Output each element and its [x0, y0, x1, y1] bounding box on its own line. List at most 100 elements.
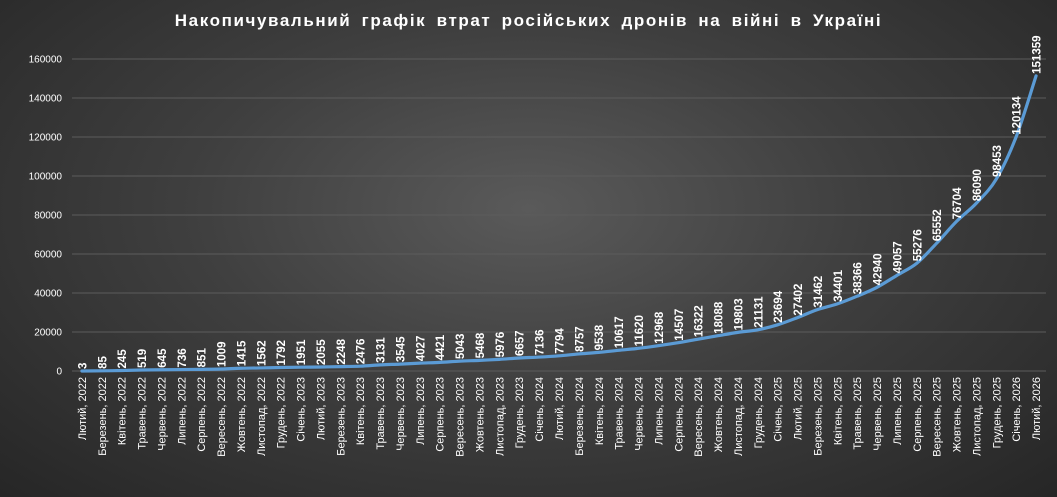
- data-label: 3: [77, 363, 89, 369]
- data-label: 1009: [217, 341, 229, 367]
- data-label: 6657: [515, 330, 527, 356]
- data-label: 14507: [674, 309, 686, 341]
- y-tick-label: 0: [56, 367, 62, 378]
- x-tick-label: Листопад, 2024: [733, 377, 745, 456]
- data-label: 42940: [873, 253, 885, 285]
- data-label: 2476: [356, 339, 368, 365]
- data-label: 18088: [714, 301, 726, 334]
- x-tick-label: Листопад, 2023: [494, 377, 506, 456]
- data-label: 736: [177, 348, 189, 367]
- data-label: 86090: [972, 169, 984, 201]
- x-tick-label: Серпень, 2023: [435, 377, 447, 452]
- x-tick-label: Грудень, 2023: [514, 377, 526, 448]
- data-label: 16322: [694, 305, 706, 337]
- data-label: 645: [157, 348, 169, 368]
- y-tick-label: 120000: [29, 133, 63, 144]
- x-tick-label: Липень, 2022: [176, 377, 188, 445]
- x-tick-label: Травень, 2023: [375, 377, 387, 450]
- y-tick-label: 40000: [34, 289, 62, 300]
- data-label: 1415: [236, 340, 248, 366]
- x-tick-label: Серпень, 2025: [912, 377, 924, 452]
- x-tick-label: Березень, 2025: [812, 377, 824, 456]
- data-label: 3131: [376, 337, 388, 363]
- x-tick-label: Листопад, 2022: [256, 377, 268, 456]
- x-tick-label: Жовтень, 2024: [713, 377, 725, 452]
- x-tick-label: Лютий, 2023: [315, 377, 327, 440]
- data-label: 4027: [415, 336, 427, 362]
- x-tick-label: Вересень, 2023: [455, 377, 467, 457]
- x-tick-label: Жовтень, 2023: [474, 377, 486, 452]
- x-tick-label: Вересень, 2022: [216, 377, 228, 457]
- y-tick-label: 160000: [29, 55, 63, 66]
- data-label: 19803: [733, 298, 745, 330]
- x-tick-label: Серпень, 2022: [196, 377, 208, 452]
- data-label: 65552: [932, 209, 944, 241]
- data-label: 7136: [535, 329, 547, 355]
- data-label: 1792: [276, 340, 288, 366]
- data-label: 85: [97, 355, 109, 368]
- chart-title: Накопичувальний графік втрат російських …: [174, 11, 883, 30]
- x-tick-label: Листопад, 2025: [971, 377, 983, 456]
- data-label: 38366: [853, 262, 865, 294]
- x-tick-label: Січень, 2026: [1011, 377, 1023, 442]
- data-label: 151359: [1032, 35, 1044, 73]
- x-tick-label: Лютий, 2026: [1031, 377, 1043, 440]
- data-label: 76704: [952, 187, 964, 220]
- x-tick-label: Січень, 2025: [773, 377, 785, 442]
- x-tick-label: Грудень, 2022: [276, 377, 288, 448]
- data-label: 21131: [753, 296, 765, 328]
- x-tick-label: Січень, 2024: [534, 377, 546, 442]
- x-tick-label: Травень, 2024: [614, 377, 626, 450]
- x-tick-label: Березень, 2023: [335, 377, 347, 456]
- x-tick-label: Березень, 2022: [97, 377, 109, 456]
- data-label: 12968: [654, 311, 666, 344]
- y-tick-label: 100000: [29, 172, 63, 183]
- x-tick-label: Вересень, 2024: [693, 377, 705, 457]
- x-tick-label: Травень, 2022: [137, 377, 149, 450]
- y-tick-label: 80000: [34, 211, 62, 222]
- y-tick-label: 60000: [34, 250, 62, 261]
- data-label: 2248: [336, 338, 348, 364]
- data-label: 5043: [455, 334, 467, 360]
- data-label: 3545: [395, 336, 407, 362]
- data-label: 34401: [833, 269, 845, 302]
- x-tick-label: Червень, 2023: [395, 377, 407, 451]
- x-tick-label: Червень, 2025: [872, 377, 884, 451]
- data-label: 519: [137, 349, 149, 368]
- data-label: 120134: [1012, 96, 1024, 135]
- x-tick-label: Квітень, 2023: [355, 377, 367, 445]
- data-label: 851: [197, 348, 209, 368]
- data-label: 98453: [992, 145, 1004, 177]
- data-label: 11620: [634, 315, 646, 346]
- x-tick-label: Грудень, 2024: [753, 377, 765, 448]
- data-label: 5976: [495, 332, 507, 358]
- x-tick-label: Вересень, 2025: [932, 377, 944, 457]
- data-label: 245: [117, 349, 129, 369]
- x-tick-label: Липень, 2025: [892, 377, 904, 445]
- x-tick-label: Березень, 2024: [574, 377, 586, 456]
- x-tick-label: Квітень, 2025: [832, 377, 844, 445]
- x-tick-label: Червень, 2024: [634, 377, 646, 451]
- x-tick-label: Травень, 2025: [852, 377, 864, 450]
- data-label: 1951: [296, 339, 308, 365]
- data-label: 27402: [793, 284, 805, 316]
- data-label: 9538: [594, 324, 606, 350]
- data-label: 5468: [475, 332, 487, 358]
- data-label: 1562: [256, 340, 268, 366]
- y-tick-label: 140000: [29, 94, 63, 105]
- x-tick-label: Лютий, 2025: [793, 377, 805, 440]
- x-tick-label: Червень, 2022: [156, 377, 168, 451]
- data-label: 7794: [555, 328, 567, 354]
- x-tick-label: Жовтень, 2025: [952, 377, 964, 452]
- x-tick-label: Лютий, 2022: [77, 377, 89, 440]
- y-tick-label: 20000: [34, 328, 62, 339]
- x-tick-label: Липень, 2024: [653, 377, 665, 445]
- data-label: 4421: [435, 334, 447, 360]
- x-tick-label: Січень, 2023: [296, 377, 308, 442]
- x-tick-label: Квітень, 2024: [594, 377, 606, 445]
- x-tick-label: Квітень, 2022: [117, 377, 129, 445]
- x-tick-label: Грудень, 2025: [991, 377, 1003, 448]
- data-label: 23694: [773, 290, 785, 323]
